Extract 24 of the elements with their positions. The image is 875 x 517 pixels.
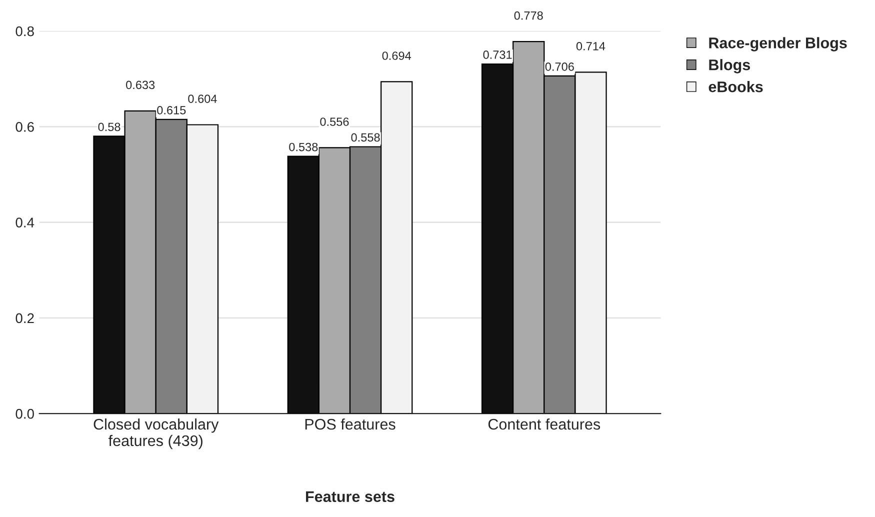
data-label: 0.538: [289, 142, 318, 152]
data-label: 0.633: [126, 80, 155, 90]
data-label: 0.58: [98, 122, 120, 132]
legend-label: eBooks: [708, 81, 763, 92]
legend-label: Race-gender Blogs: [709, 37, 847, 52]
data-label: 0.615: [157, 106, 186, 114]
data-label: 0.731: [483, 50, 512, 59]
x-tick-label: Closed vocabulary features (439): [94, 418, 219, 450]
data-label: 0.556: [320, 118, 349, 126]
x-tick-label: Content features: [488, 418, 600, 430]
data-label: 0.558: [351, 133, 380, 142]
data-label: 0.706: [545, 62, 574, 71]
y-tick-label: 0.2: [16, 313, 34, 324]
y-tick-label: 0.0: [16, 408, 34, 419]
data-label: 0.778: [514, 11, 543, 20]
data-label: 0.604: [188, 94, 217, 103]
x-tick-label: POS features: [305, 418, 396, 430]
legend-label: Blogs: [709, 59, 750, 74]
data-label: 0.714: [576, 42, 606, 50]
y-tick-label: 0.4: [16, 218, 34, 228]
y-tick-label: 0.8: [16, 26, 34, 36]
x-axis-title: Feature sets: [306, 491, 394, 502]
data-label: 0.694: [382, 52, 412, 60]
y-tick-label: 0.6: [16, 122, 34, 132]
